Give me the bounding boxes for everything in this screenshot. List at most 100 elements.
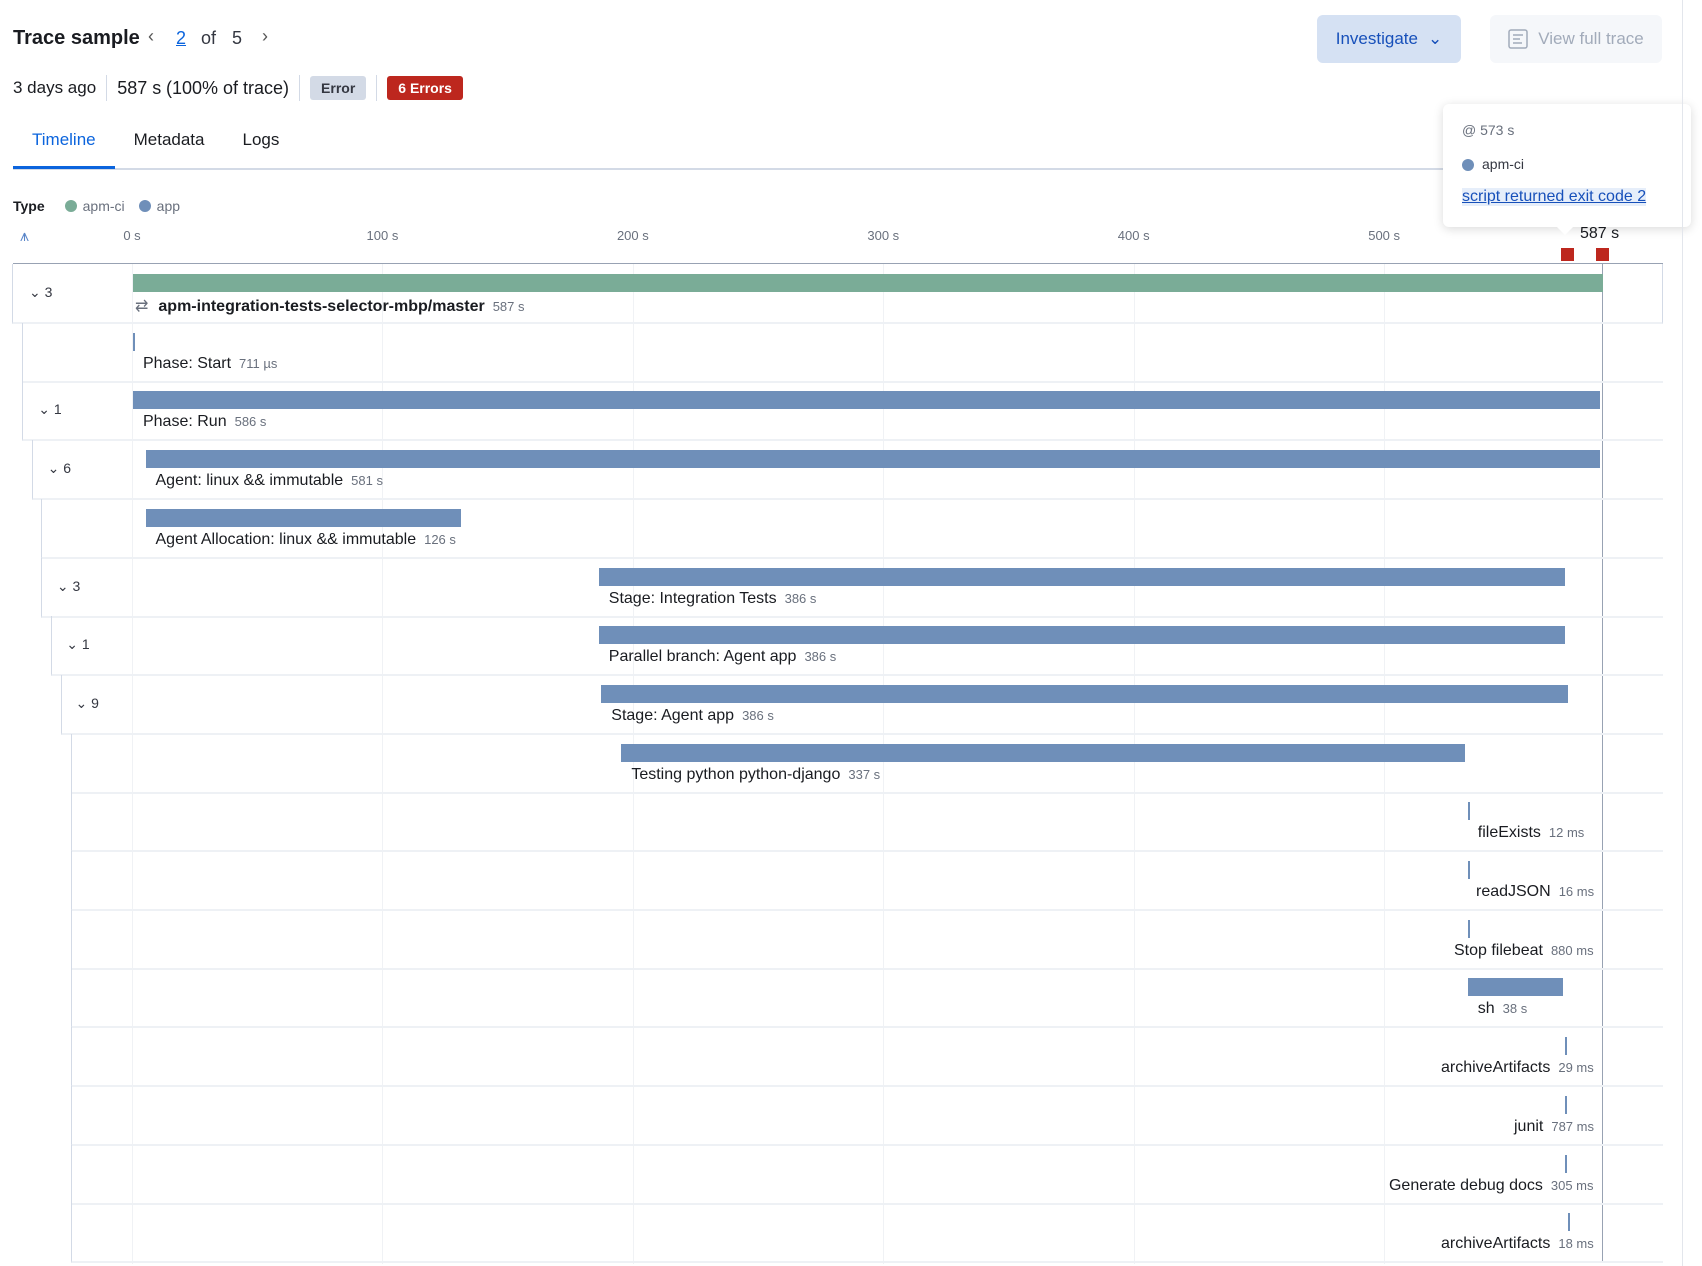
span-row[interactable]: ⌄ 3 ⇄ apm-integration-tests-selector-mbp/m… <box>12 264 1663 324</box>
span-bar[interactable] <box>621 743 1466 762</box>
axis-tick: 500 s <box>1368 228 1401 243</box>
span-duration: 18 ms <box>1558 1236 1594 1252</box>
expand-toggle[interactable]: ⌄ 1 <box>66 636 89 653</box>
chevron-down-icon: ⌄ <box>47 460 60 477</box>
axis-tick: 0 s <box>123 228 141 243</box>
expand-toggle[interactable]: ⌄ 3 <box>29 284 52 301</box>
investigate-button[interactable]: Investigate ⌄ <box>1317 15 1461 63</box>
span-label: fileExists 12 ms <box>1478 824 1585 842</box>
span-duration: 386 s <box>784 590 817 606</box>
span-name: sh <box>1477 1000 1495 1018</box>
span-name: junit <box>1513 1117 1544 1135</box>
span-bar[interactable] <box>145 508 462 527</box>
span-duration: 711 µs <box>239 355 278 371</box>
error-marker[interactable] <box>1596 248 1609 261</box>
prev-sample-button[interactable]: ‹ <box>148 26 154 46</box>
span-bar[interactable] <box>1565 1095 1568 1114</box>
span-row[interactable]: junit 787 ms <box>70 1085 1663 1146</box>
span-label: junit 787 ms <box>1514 1118 1594 1136</box>
span-row[interactable]: archiveArtifacts 29 ms <box>70 1027 1663 1088</box>
span-bar[interactable] <box>1467 802 1470 821</box>
trace-percent: (100% of trace) <box>165 77 290 98</box>
span-row[interactable]: Stop filebeat 880 ms <box>70 909 1663 970</box>
gridline <box>1384 264 1386 1264</box>
gridline <box>883 264 885 1264</box>
span-duration: 787 ms <box>1551 1118 1594 1134</box>
span-name: readJSON <box>1475 883 1551 900</box>
span-row[interactable]: ⌄ 3 Stage: Integration Tests 386 s <box>41 557 1663 618</box>
legend-apm-ci: apm-ci <box>82 198 125 214</box>
tab-metadata[interactable]: Metadata <box>133 130 205 149</box>
expand-toggle[interactable]: ⌄ 6 <box>48 460 71 477</box>
pager-of: of <box>201 28 217 48</box>
span-name: Phase: Start <box>142 354 232 372</box>
child-count: 9 <box>91 694 99 711</box>
span-bar[interactable] <box>601 684 1568 703</box>
span-duration: 126 s <box>424 531 456 547</box>
span-bar[interactable] <box>1467 919 1471 938</box>
span-bar[interactable] <box>1467 861 1470 879</box>
span-bar[interactable] <box>1565 1037 1568 1056</box>
gridline <box>382 264 384 1264</box>
chevron-down-icon: ⌄ <box>75 694 88 711</box>
span-bar[interactable] <box>1565 1154 1568 1173</box>
span-row[interactable]: Agent Allocation: linux && immutable 126 … <box>41 498 1663 559</box>
apm-ci-dot-icon <box>64 200 77 212</box>
child-count: 6 <box>63 460 72 477</box>
span-bar[interactable] <box>1567 1213 1570 1232</box>
span-duration: 586 s <box>234 414 267 430</box>
axis-tick: 200 s <box>616 228 649 243</box>
expand-toggle[interactable]: ⌄ 9 <box>76 695 99 712</box>
span-row[interactable]: ⌄ 1 Phase: Run 586 s <box>21 381 1663 442</box>
tab-timeline[interactable]: Timeline <box>13 118 115 169</box>
span-row[interactable]: Phase: Start 711 µs <box>21 322 1663 383</box>
error-marker[interactable] <box>1560 248 1574 261</box>
error-tooltip: @ 573 s apm-ci script returned exit code… <box>1443 104 1691 235</box>
span-row[interactable]: Testing python python-django 337 s <box>70 733 1663 794</box>
span-duration: 880 ms <box>1550 942 1594 958</box>
span-bar[interactable] <box>1467 978 1563 997</box>
span-bar[interactable] <box>598 567 1566 586</box>
span-row[interactable]: fileExists 12 ms <box>70 792 1663 853</box>
span-row[interactable]: ⌄ 6 Agent: linux && immutable 581 s <box>31 440 1663 501</box>
span-label: Agent: linux && immutable 581 s <box>156 472 383 490</box>
span-row[interactable]: sh 38 s <box>70 968 1663 1029</box>
legend-app: app <box>156 198 181 214</box>
span-row[interactable]: Generate debug docs 305 ms <box>70 1144 1663 1205</box>
span-bar[interactable] <box>145 450 1601 469</box>
span-bar[interactable] <box>133 274 1603 292</box>
span-row[interactable]: ⌄ 1 Parallel branch: Agent app 386 s <box>51 616 1663 677</box>
current-sample[interactable]: 2 <box>176 28 187 48</box>
span-row[interactable]: ⌄ 9 Stage: Agent app 386 s <box>61 674 1663 735</box>
errors-count-badge[interactable]: 6 Errors <box>387 76 463 100</box>
trace-age: 3 days ago <box>13 78 97 97</box>
span-name: Agent: linux && immutable <box>155 472 344 490</box>
tab-bar: Timeline Metadata Logs <box>13 118 1663 170</box>
span-bar[interactable] <box>132 332 135 351</box>
span-row[interactable]: readJSON 16 ms <box>70 851 1663 911</box>
span-bar[interactable] <box>132 391 1601 410</box>
axis-line <box>13 263 1663 264</box>
error-message-link[interactable]: script returned exit code 2 <box>1462 188 1647 206</box>
span-name: Generate debug docs <box>1388 1176 1543 1194</box>
chevron-down-icon: ⌄ <box>29 284 41 300</box>
view-full-trace-button[interactable]: View full trace <box>1490 15 1662 63</box>
span-duration: 386 s <box>804 649 837 665</box>
expand-toggle[interactable]: ⌄ 3 <box>57 578 80 595</box>
span-label: readJSON 16 ms <box>1476 883 1594 901</box>
scrollbar[interactable] <box>1682 0 1683 1266</box>
expand-toggle[interactable]: ⌄ 1 <box>38 401 61 418</box>
error-badge[interactable]: Error <box>310 76 367 100</box>
investigate-label: Investigate <box>1335 29 1418 48</box>
trace-end-line <box>1602 264 1603 1262</box>
span-label: Stop filebeat 880 ms <box>1454 942 1594 960</box>
next-sample-button[interactable]: › <box>262 26 268 46</box>
tab-logs[interactable]: Logs <box>242 130 280 149</box>
document-icon <box>1508 29 1528 49</box>
span-label: Phase: Run 586 s <box>143 413 266 431</box>
collapse-all-icon[interactable]: ⩚ <box>20 228 30 245</box>
span-row[interactable]: archiveArtifacts 18 ms <box>70 1203 1663 1264</box>
service-dot-icon <box>1462 159 1474 171</box>
span-bar[interactable] <box>598 626 1566 645</box>
span-duration: 12 ms <box>1548 825 1585 841</box>
